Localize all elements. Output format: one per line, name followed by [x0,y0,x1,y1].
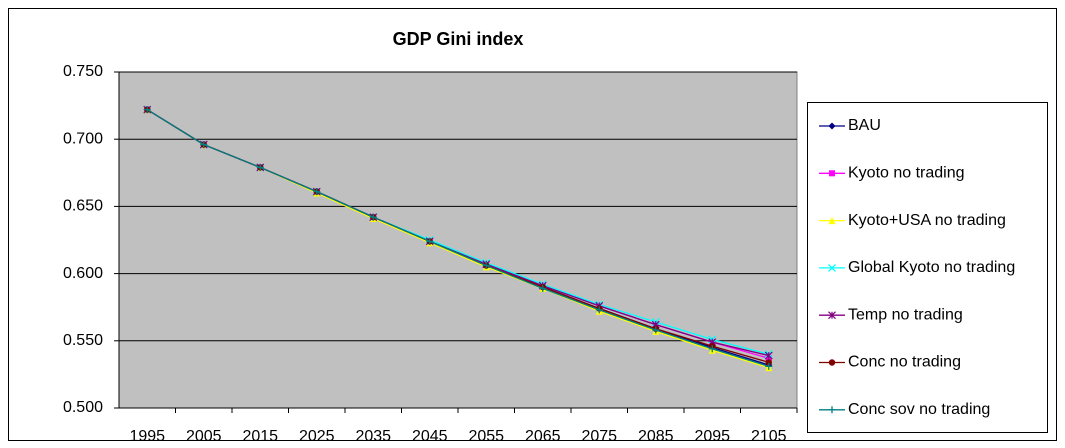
x-tick-label: 2005 [186,428,222,445]
marker [828,263,836,272]
marker [426,237,434,245]
legend-label: Conc no trading [848,354,961,371]
marker [200,141,208,149]
x-tick-label: 2055 [468,428,504,445]
x-tick-label: 2085 [638,428,674,445]
marker [143,106,151,114]
marker [256,163,264,171]
marker [828,122,836,130]
y-tick-label: 0.750 [63,63,103,80]
legend-label: Conc sov no trading [848,401,990,418]
y-tick-label: 0.700 [63,130,103,147]
legend-label: Temp no trading [848,306,963,323]
marker [828,217,836,225]
marker [652,326,660,334]
x-tick-label: 2095 [694,428,730,445]
x-tick-label: 2035 [355,428,391,445]
series-line [146,109,769,367]
y-tick-label: 0.550 [63,332,103,349]
plot-area [118,71,798,409]
legend-label: Global Kyoto no trading [848,259,1015,276]
marker [765,359,772,366]
marker [829,170,835,177]
legend-label: Kyoto no trading [848,165,965,182]
y-tick-label: 0.500 [63,399,103,416]
marker [828,311,836,320]
x-tick-label: 2045 [412,428,448,445]
marker [313,188,321,196]
marker [764,351,773,360]
marker [708,345,716,353]
x-tick-label: 2075 [581,428,617,445]
x-tick-label: 2105 [751,428,787,445]
x-tick-label: 2025 [299,428,335,445]
marker [595,306,603,314]
marker [369,213,377,221]
chart-title: GDP Gini index [393,29,524,49]
marker [482,262,490,270]
legend-label: Kyoto+USA no trading [848,212,1006,229]
legend-label: BAU [848,117,881,134]
marker [828,359,836,366]
y-tick-label: 0.600 [63,265,103,282]
marker [828,406,836,414]
legend [807,102,1048,433]
y-tick-label: 0.650 [63,198,103,215]
x-tick-label: 2015 [242,428,278,445]
x-tick-label: 1995 [129,428,165,445]
marker [539,284,547,292]
x-tick-label: 2065 [525,428,561,445]
marker [765,362,773,370]
